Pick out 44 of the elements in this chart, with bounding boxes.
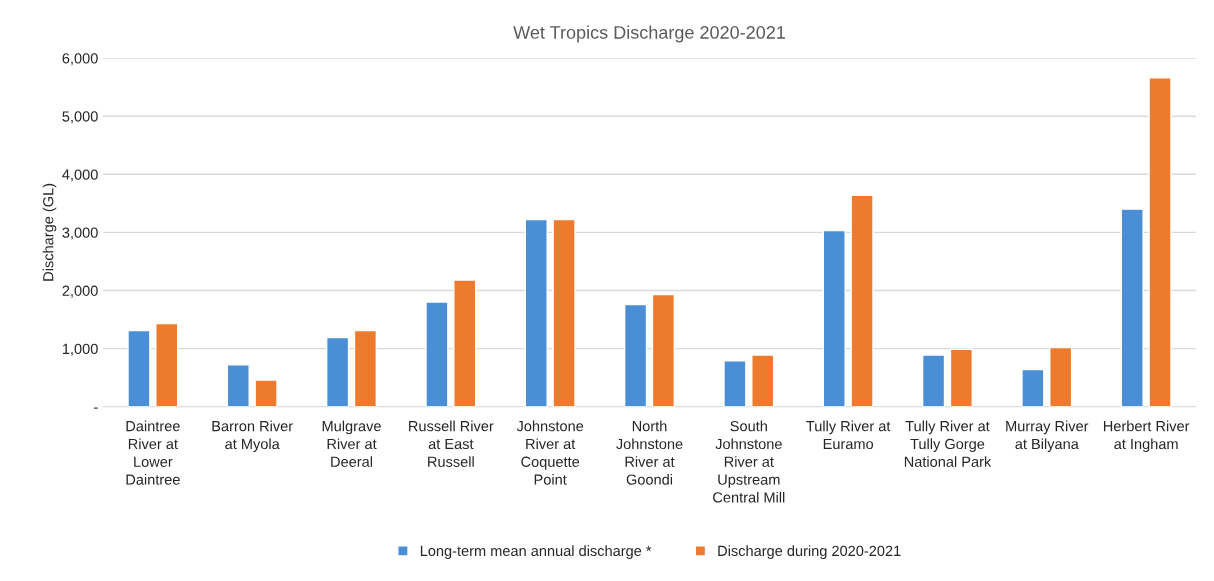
bar (623, 303, 648, 407)
bar (425, 301, 449, 407)
x-tick-label: South Johnstone River at Upstream Central Mill (713, 420, 785, 503)
bar (353, 329, 378, 407)
bar (751, 354, 775, 407)
legend-label: Discharge during 2020-2021 (718, 545, 901, 559)
chart-title: Wet Tropics Discharge 2020-2021 (513, 25, 785, 43)
x-tick-label: Tully River at Euramo (806, 420, 891, 450)
x-tick-label: Mulgrave River at Deeral (322, 420, 381, 467)
y-tick-label: 6,000 (62, 53, 98, 66)
bar (1049, 346, 1073, 407)
y-tick-label: 2,000 (62, 285, 98, 298)
y-tick-label: 4,000 (62, 169, 98, 182)
x-tick-label: Herbert River at Ingham (1103, 420, 1190, 453)
legend-label: Long-term mean annual discharge * (420, 545, 652, 559)
bar (254, 379, 278, 407)
bar (822, 229, 846, 407)
x-tick-label: North Johnstone River at Goondi (616, 420, 683, 485)
bar (325, 336, 350, 407)
x-tick-label: Daintree River at Lower Daintree (126, 420, 180, 485)
bar (651, 293, 676, 407)
bar (552, 218, 576, 407)
bar (155, 322, 179, 407)
bar (850, 194, 874, 407)
x-tick-label: Johnstone River at Coquette Point (516, 420, 584, 485)
bar (127, 329, 151, 407)
bar (226, 364, 250, 407)
y-tick-label: 3,000 (62, 227, 98, 240)
y-tick-label: 1,000 (62, 343, 98, 356)
bar (949, 348, 973, 407)
bar (1120, 208, 1144, 407)
x-tick-label: Murray River at Bilyana (1006, 420, 1089, 453)
y-tick-label: 5,000 (62, 111, 98, 124)
bar (921, 354, 946, 407)
bar (723, 360, 747, 407)
x-tick-label: Russell River at East Russell (409, 420, 494, 467)
bar (524, 218, 548, 407)
y-axis-title: Discharge (GL) (42, 183, 57, 281)
bar (453, 279, 477, 407)
bar (1148, 77, 1172, 407)
x-tick-label: Tully River at Tully Gorge National Park (904, 420, 992, 467)
bar (1021, 368, 1045, 407)
y-tick-label: - (94, 407, 98, 409)
x-tick-label: Barron River at Myola (212, 420, 293, 453)
